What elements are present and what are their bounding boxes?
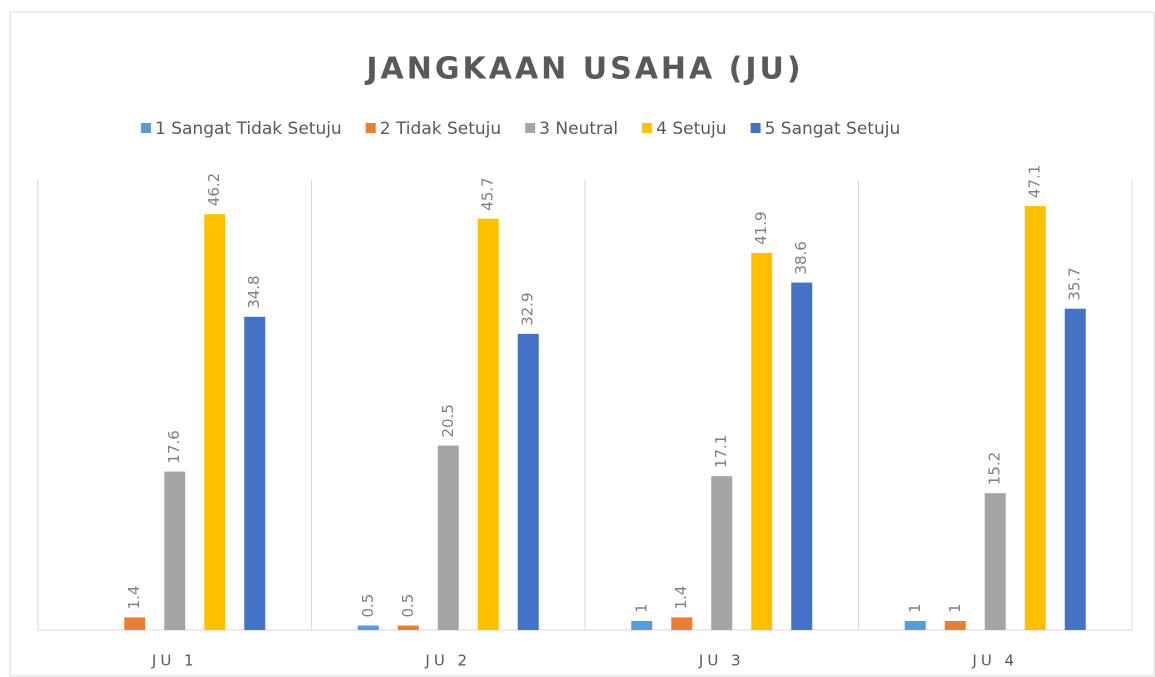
bar bbox=[751, 252, 773, 630]
value-label: 46.2 bbox=[205, 173, 223, 206]
legend-swatch bbox=[642, 123, 653, 133]
value-label: 1.4 bbox=[125, 586, 143, 610]
value-label: 1 bbox=[632, 603, 650, 613]
bar bbox=[397, 625, 419, 630]
legend-label: 3 Neutral bbox=[539, 119, 618, 139]
x-tick-label: JU 2 bbox=[424, 652, 471, 670]
legend-label: 4 Setuju bbox=[656, 119, 726, 139]
value-label: 0.5 bbox=[399, 594, 417, 618]
bar bbox=[904, 621, 926, 630]
value-label: 34.8 bbox=[245, 275, 263, 308]
bar bbox=[631, 621, 653, 630]
x-tick-label: JU 1 bbox=[151, 652, 198, 670]
value-label: 35.7 bbox=[1066, 267, 1084, 300]
chart-title: JANGKAAN USAHA (JU) bbox=[364, 52, 803, 87]
bar bbox=[204, 214, 226, 630]
value-label: 17.1 bbox=[712, 435, 730, 468]
legend-swatch bbox=[750, 123, 761, 133]
bar bbox=[124, 617, 146, 630]
bar bbox=[791, 282, 813, 630]
value-label: 38.6 bbox=[792, 241, 810, 274]
value-label: 0.5 bbox=[359, 594, 377, 618]
legend-swatch bbox=[365, 123, 376, 133]
x-tick-label: JU 3 bbox=[698, 652, 745, 670]
value-label: 41.9 bbox=[752, 211, 770, 244]
value-label: 45.7 bbox=[479, 177, 497, 210]
legend-label: 5 Sangat Setuju bbox=[765, 119, 901, 139]
value-label: 15.2 bbox=[986, 452, 1004, 485]
value-label: 17.6 bbox=[165, 430, 183, 463]
bar bbox=[671, 617, 693, 630]
bar bbox=[477, 218, 499, 630]
bar bbox=[437, 445, 459, 630]
bar bbox=[244, 316, 266, 630]
value-label: 1 bbox=[906, 603, 924, 613]
x-tick-label: JU 4 bbox=[971, 652, 1018, 670]
bar bbox=[517, 333, 539, 630]
value-label: 1.4 bbox=[672, 586, 690, 610]
value-label: 47.1 bbox=[1026, 165, 1044, 198]
chart-frame bbox=[9, 11, 1155, 677]
legend-label: 1 Sangat Tidak Setuju bbox=[155, 119, 342, 139]
legend-swatch bbox=[525, 123, 536, 133]
bar bbox=[164, 471, 186, 630]
value-label: 1 bbox=[946, 603, 964, 613]
bar bbox=[944, 621, 966, 630]
value-label: 32.9 bbox=[519, 292, 537, 325]
legend-label: 2 Tidak Setuju bbox=[380, 119, 501, 139]
legend-swatch bbox=[141, 123, 151, 133]
bar bbox=[1024, 206, 1046, 630]
bar bbox=[711, 476, 733, 630]
bar bbox=[1064, 308, 1086, 630]
bar bbox=[984, 493, 1006, 630]
bar bbox=[357, 625, 379, 630]
value-label: 20.5 bbox=[439, 404, 457, 437]
